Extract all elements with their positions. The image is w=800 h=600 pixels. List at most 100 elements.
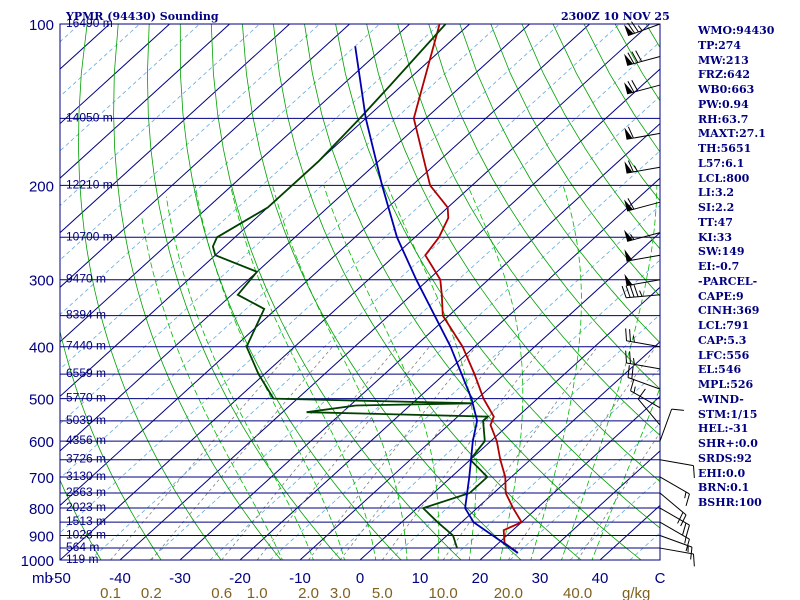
wind-barb-feather: [692, 553, 695, 567]
wind-barb-staff: [659, 535, 693, 548]
stat-item: STM:1/15: [698, 407, 758, 421]
pressure-tick-label: 900: [29, 528, 54, 545]
wind-barb: [624, 249, 661, 262]
isotherm-line: [60, 24, 530, 452]
height-label: 1513 m: [66, 514, 106, 528]
wind-barb-flag: [624, 82, 633, 94]
stat-item: PW:0.94: [698, 97, 749, 111]
temperature-tick-label: -40: [109, 570, 131, 587]
wind-barb: [624, 126, 661, 140]
wind-barb-feather: [633, 284, 639, 297]
wind-barb-staff: [637, 398, 661, 426]
dewpoint-trace: [211, 24, 491, 549]
stat-item: EHI:0.0: [698, 466, 746, 480]
stat-item: LI:3.2: [698, 186, 735, 200]
stat-item: SW:149: [698, 245, 745, 259]
height-label: 16490 m: [66, 16, 113, 30]
wind-barbs: [621, 21, 695, 567]
height-label: 5770 m: [66, 391, 106, 405]
dry-adiabat-line: [304, 24, 642, 560]
temperature-tick-label: 0: [356, 570, 364, 587]
stat-item: HEL:-31: [698, 422, 749, 436]
wind-barb-feather: [629, 329, 631, 342]
dry-adiabat-line: [366, 24, 660, 483]
wind-barb-feather: [627, 22, 636, 34]
wind-barb: [623, 21, 661, 37]
wind-barb-feather: [627, 126, 634, 139]
pressure-tick-label: 300: [29, 273, 54, 290]
mixing-ratio-line: [256, 346, 430, 560]
pressure-tick-label: 1000: [21, 553, 54, 570]
moist-adiabat-lines: [141, 185, 660, 560]
dry-adiabat-line: [459, 24, 660, 344]
dry-adiabat-line: [335, 24, 660, 529]
mixing-ratio-lines: [110, 346, 660, 560]
isotherm-line: [359, 286, 660, 560]
height-label: 14050 m: [66, 110, 113, 124]
stat-item: TP:274: [698, 38, 742, 52]
pressure-tick-label: 200: [29, 178, 54, 195]
height-label: 6559 m: [66, 366, 106, 380]
mixing-ratio-line: [221, 346, 398, 560]
temperature-trace: [412, 24, 523, 554]
stat-item: CAP:5.3: [698, 333, 747, 347]
moist-adiabat-line: [561, 185, 658, 560]
stat-item: BRN:0.1: [698, 481, 750, 495]
wind-barb-flag: [624, 127, 633, 140]
isotherm-lines: [0, 24, 660, 560]
isotherm-dashed-line: [89, 41, 660, 560]
height-label: 7440 m: [66, 339, 106, 353]
wind-barb-staff: [630, 390, 661, 409]
dry-adiabat-line: [179, 24, 402, 560]
isobar-lines: [59, 23, 661, 561]
dry-adiabat-line: [273, 24, 582, 560]
mixing-ratio-tick-label: 40.0: [563, 585, 592, 600]
wind-barb-half-feather: [684, 491, 687, 499]
isotherm-line: [60, 24, 590, 507]
wind-barb-staff: [626, 340, 661, 348]
mixing-ratio-tick-label: 0.6: [211, 585, 232, 600]
parcel-trace: [354, 46, 519, 554]
isotherm-line: [60, 24, 350, 288]
stat-item: TH:5651: [698, 142, 752, 155]
height-label: 1028 m: [66, 527, 106, 541]
wind-barb-flag: [624, 229, 633, 242]
wind-barb: [659, 476, 690, 507]
mixing-ratio-tick-label: 3.0: [330, 585, 351, 600]
wind-barb-feather: [627, 81, 635, 93]
height-label: 3130 m: [66, 469, 106, 483]
temperature-axis-unit: C: [655, 570, 666, 587]
wind-barb: [659, 547, 695, 567]
stat-item: -WIND-: [698, 392, 744, 406]
wind-barb-flag: [624, 249, 633, 262]
isotherm-line: [479, 395, 660, 560]
dry-adiabat-line: [113, 24, 282, 560]
pressure-tick-label: 800: [29, 501, 54, 518]
wind-barb-staff: [659, 521, 690, 540]
height-label: 4356 m: [66, 433, 106, 447]
wind-barb-feather: [631, 21, 639, 33]
dry-adiabat-line: [242, 24, 522, 560]
wind-barb-flag: [624, 161, 633, 174]
stat-item: L57:6.1: [698, 156, 745, 170]
mixing-ratio-tick-label: 5.0: [372, 585, 393, 600]
mixing-ratio-line: [577, 432, 660, 560]
stat-item: LFC:556: [698, 348, 750, 362]
height-label: 10700 m: [66, 229, 113, 243]
wind-barb-feather: [621, 285, 627, 298]
moist-adiabat-line: [591, 386, 660, 560]
stat-item: WMO:94430: [698, 24, 775, 37]
stat-item: EI:-0.7: [698, 260, 740, 273]
dry-adiabat-line: [490, 24, 660, 297]
plot-frame: [59, 23, 661, 561]
wind-barb: [627, 365, 661, 390]
isotherm-dashed-line: [0, 24, 20, 560]
stat-item: KI:33: [698, 230, 733, 244]
isotherm-line: [419, 341, 660, 560]
stat-item: FRZ:642: [698, 68, 751, 82]
stat-item: MPL:526: [698, 378, 754, 391]
dry-adiabat-lines: [60, 24, 660, 560]
mixing-ratio-tick-label: 0.1: [100, 585, 121, 600]
temperature-tick-label: -50: [49, 570, 71, 587]
